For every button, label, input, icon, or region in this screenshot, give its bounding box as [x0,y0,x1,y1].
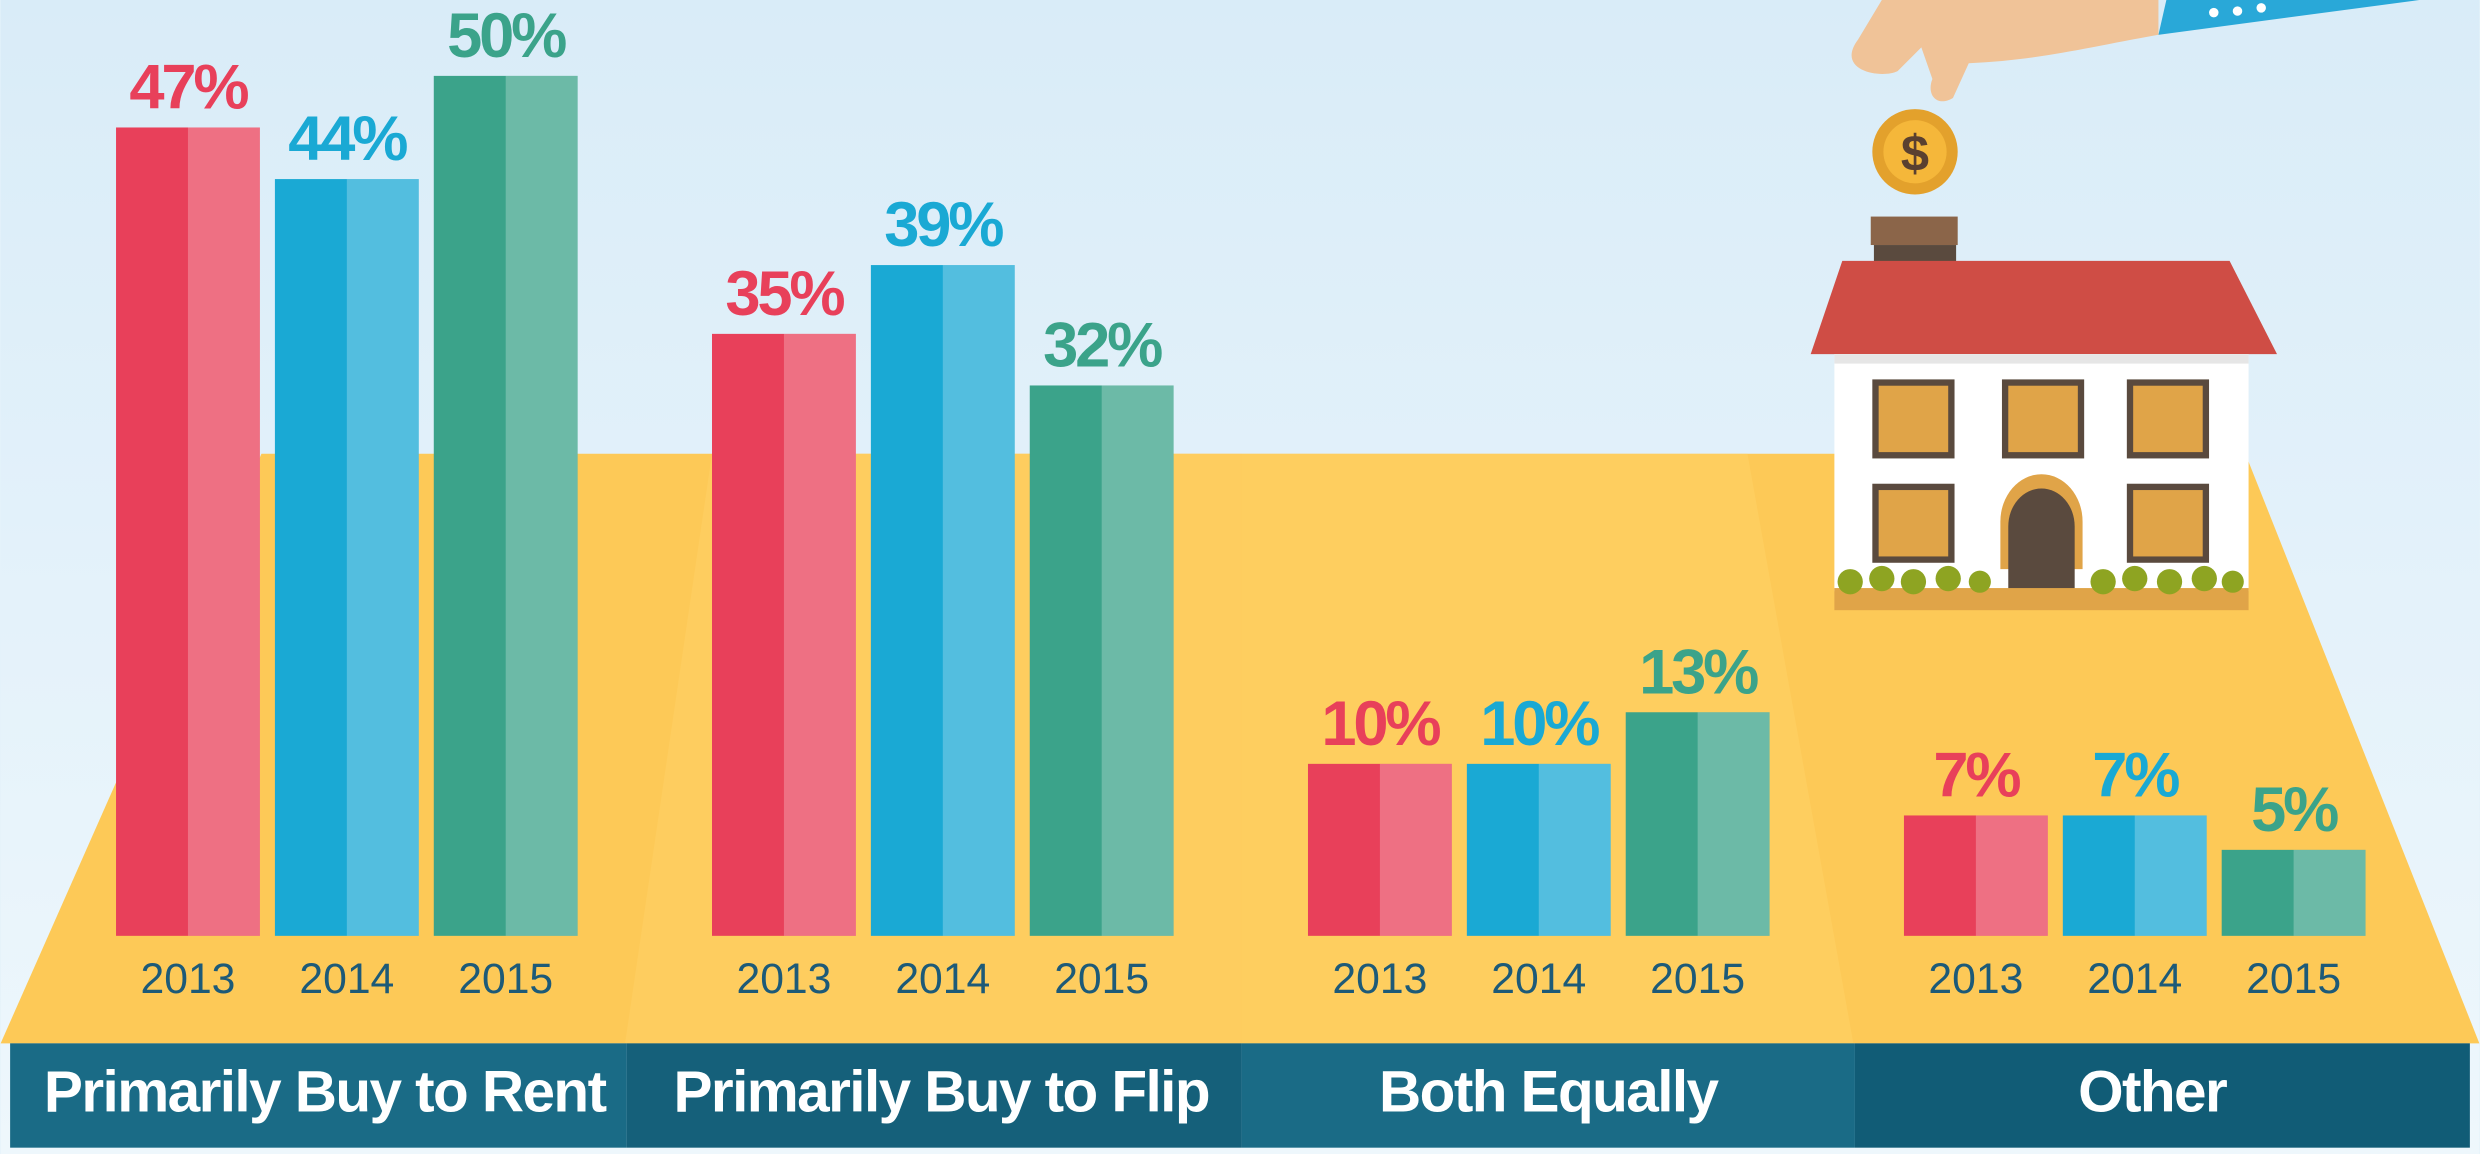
svg-text:$: $ [1901,125,1929,182]
category-label: Primarily Buy to Flip [673,1059,1209,1124]
bar [2221,849,2366,936]
category-band [1854,1043,2470,1148]
category-label: Primarily Buy to Rent [44,1059,607,1124]
category-band [10,1043,627,1148]
bar [1903,815,2048,936]
bar [870,265,1015,936]
bar [1625,712,1770,936]
bar-highlight [1379,763,1452,936]
value-label: 5% [2251,775,2338,845]
category-band [1241,1043,1855,1148]
value-label: 35% [725,259,844,329]
bar [1466,763,1611,936]
bar [274,179,419,936]
bar-highlight [346,179,419,936]
value-label: 7% [2092,740,2179,810]
bar-highlight [1538,763,1611,936]
bar-highlight [1697,712,1770,936]
bar-highlight [942,265,1015,936]
bar-highlight [783,333,856,936]
value-label: 39% [884,190,1003,260]
bar-highlight [2293,849,2366,936]
bar [712,333,856,936]
year-label: 2013 [1332,955,1427,1003]
year-label: 2014 [1491,955,1586,1003]
value-label: 50% [447,1,566,71]
year-label: 2015 [2246,955,2341,1003]
year-label: 2014 [895,955,990,1003]
bar-highlight [505,75,578,936]
year-label: 2015 [1054,955,1149,1003]
year-label: 2013 [1928,955,2023,1003]
bar-highlight [1975,815,2048,936]
value-label: 47% [129,53,248,123]
bar [116,127,260,936]
bar-highlight [2134,815,2207,936]
bar [1307,763,1452,936]
bar [1029,385,1174,936]
value-label: 10% [1321,689,1440,759]
house-illustration: $ [1810,0,2420,611]
value-label: 13% [1639,637,1758,707]
bar-highlight [187,127,260,936]
value-label: 10% [1480,689,1599,759]
year-label: 2013 [140,955,235,1003]
bar [2062,815,2207,936]
year-label: 2014 [299,955,394,1003]
value-label: 7% [1933,740,2020,810]
category-band [626,1043,1242,1148]
year-label: 2014 [2087,955,2182,1003]
category-label: Both Equally [1379,1059,1720,1124]
year-label: 2015 [458,955,553,1003]
bar-highlight [1101,385,1174,936]
category-label: Other [2078,1059,2227,1124]
bar [433,75,578,936]
year-label: 2015 [1650,955,1745,1003]
year-label: 2013 [736,955,831,1003]
value-label: 32% [1043,310,1162,380]
value-label: 44% [288,104,407,174]
